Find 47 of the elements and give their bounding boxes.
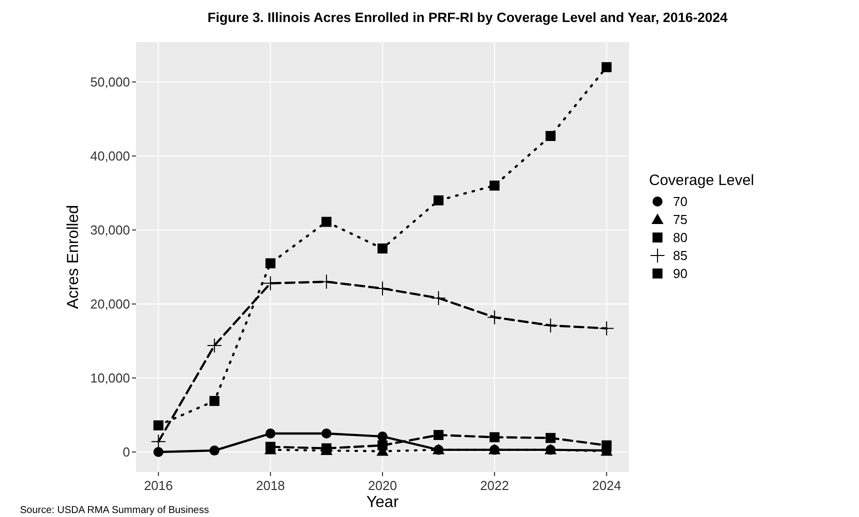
point bbox=[546, 432, 556, 443]
legend-label: 70 bbox=[673, 194, 688, 210]
point bbox=[487, 310, 502, 325]
point bbox=[378, 431, 388, 442]
point bbox=[434, 195, 444, 206]
point bbox=[265, 258, 276, 268]
legend-label: 80 bbox=[673, 230, 688, 246]
point bbox=[206, 338, 222, 353]
point bbox=[265, 442, 276, 452]
y-tick-label: 0 bbox=[122, 444, 130, 460]
legend-label: 90 bbox=[673, 266, 688, 282]
point bbox=[321, 428, 332, 439]
point bbox=[602, 440, 612, 450]
point bbox=[209, 396, 220, 406]
y-tick-label: 30,000 bbox=[90, 222, 130, 238]
x-tick-label: 2024 bbox=[592, 478, 622, 493]
x-tick-label: 2020 bbox=[368, 478, 397, 493]
y-axis-title: Acres Enrolled bbox=[65, 204, 82, 310]
source-note: Source: USDA RMA Summary of Business bbox=[20, 505, 209, 516]
y-tick-label: 10,000 bbox=[90, 370, 130, 386]
y-tick-label: 40,000 bbox=[90, 148, 130, 164]
chart-title: Figure 3. Illinois Acres Enrolled in PRF-RI by Coverage Level and Year, 2016-2024 bbox=[208, 10, 728, 25]
legend-title: Coverage Level bbox=[649, 172, 754, 189]
point bbox=[150, 434, 166, 450]
legend-label: 85 bbox=[673, 248, 688, 264]
point bbox=[153, 420, 164, 430]
point bbox=[543, 318, 558, 333]
point bbox=[490, 432, 500, 442]
point bbox=[378, 440, 388, 450]
x-axis-title: Year bbox=[366, 494, 400, 511]
y-tick-label: 20,000 bbox=[90, 296, 130, 312]
x-tick-label: 2016 bbox=[144, 478, 173, 493]
point bbox=[153, 447, 164, 458]
legend-label: 75 bbox=[673, 212, 688, 228]
point bbox=[431, 290, 446, 306]
point bbox=[321, 216, 332, 227]
point bbox=[209, 446, 220, 456]
point bbox=[265, 428, 276, 439]
point bbox=[434, 430, 444, 440]
point bbox=[490, 180, 500, 191]
point bbox=[378, 243, 388, 254]
point bbox=[599, 320, 614, 336]
point bbox=[602, 62, 612, 72]
x-tick-label: 2018 bbox=[256, 478, 285, 493]
y-tick-label: 50,000 bbox=[90, 74, 130, 90]
x-tick-label: 2022 bbox=[480, 478, 510, 493]
point bbox=[546, 130, 556, 141]
